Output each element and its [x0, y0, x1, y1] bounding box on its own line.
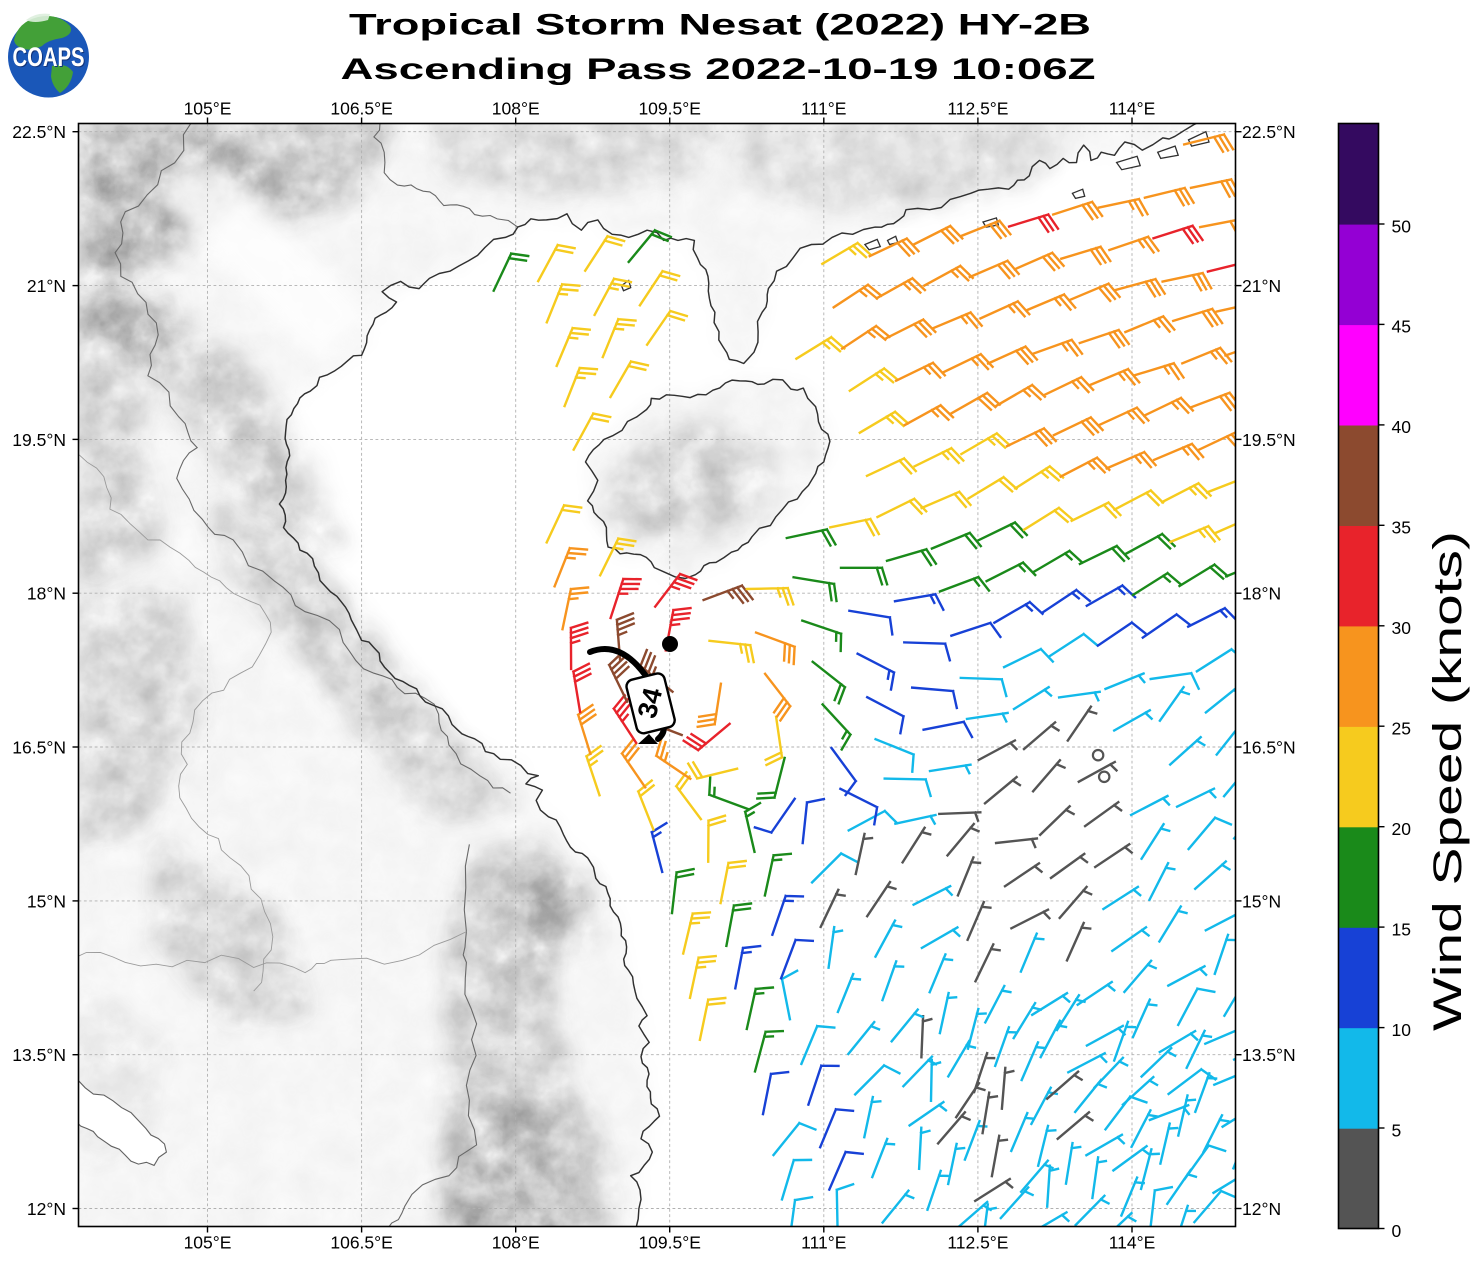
svg-text:21°N: 21°N	[1242, 276, 1281, 296]
svg-text:18°N: 18°N	[1242, 584, 1281, 604]
svg-text:105°E: 105°E	[184, 1233, 232, 1253]
svg-text:25: 25	[1392, 719, 1411, 739]
svg-text:15: 15	[1392, 919, 1411, 939]
svg-text:Tropical Storm Nesat (2022) HY: Tropical Storm Nesat (2022) HY-2B	[349, 9, 1091, 42]
svg-text:108°E: 108°E	[492, 1233, 540, 1253]
svg-text:22.5°N: 22.5°N	[12, 122, 66, 142]
svg-text:109.5°E: 109.5°E	[638, 1233, 700, 1253]
svg-text:18°N: 18°N	[27, 584, 66, 604]
svg-text:12°N: 12°N	[27, 1199, 66, 1219]
svg-text:16.5°N: 16.5°N	[12, 738, 66, 758]
svg-text:12°N: 12°N	[1242, 1199, 1281, 1219]
svg-text:40: 40	[1392, 417, 1412, 437]
svg-text:106.5°E: 106.5°E	[330, 99, 392, 119]
svg-text:109.5°E: 109.5°E	[638, 99, 700, 119]
svg-text:15°N: 15°N	[27, 891, 66, 911]
svg-text:112.5°E: 112.5°E	[947, 1233, 1008, 1253]
svg-text:34: 34	[632, 685, 668, 721]
svg-text:30: 30	[1392, 618, 1412, 638]
svg-text:22.5°N: 22.5°N	[1242, 122, 1296, 142]
svg-text:13.5°N: 13.5°N	[12, 1045, 66, 1065]
svg-text:108°E: 108°E	[492, 99, 540, 119]
svg-text:111°E: 111°E	[801, 1233, 846, 1253]
svg-text:16.5°N: 16.5°N	[1242, 738, 1296, 758]
svg-text:45: 45	[1392, 317, 1411, 337]
svg-text:114°E: 114°E	[1109, 99, 1156, 119]
svg-text:21°N: 21°N	[27, 276, 66, 296]
svg-text:105°E: 105°E	[184, 99, 232, 119]
svg-text:19.5°N: 19.5°N	[12, 430, 66, 450]
svg-text:112.5°E: 112.5°E	[947, 99, 1008, 119]
svg-text:35: 35	[1392, 518, 1411, 538]
svg-text:COAPS: COAPS	[14, 43, 86, 73]
svg-text:114°E: 114°E	[1109, 1233, 1156, 1253]
svg-text:13.5°N: 13.5°N	[1242, 1045, 1296, 1065]
svg-text:COAPS: COAPS	[13, 42, 85, 72]
svg-text:106.5°E: 106.5°E	[330, 1233, 392, 1253]
svg-text:Ascending Pass 2022-10-19 10:0: Ascending Pass 2022-10-19 10:06Z	[341, 53, 1096, 86]
svg-text:111°E: 111°E	[801, 99, 846, 119]
svg-text:15°N: 15°N	[1242, 891, 1281, 911]
svg-text:50: 50	[1392, 216, 1412, 236]
svg-text:10: 10	[1392, 1020, 1412, 1040]
svg-text:20: 20	[1392, 819, 1412, 839]
svg-text:0: 0	[1392, 1221, 1402, 1241]
svg-text:5: 5	[1392, 1120, 1402, 1140]
svg-text:Wind Speed (knots): Wind Speed (knots)	[1426, 531, 1470, 1031]
svg-text:19.5°N: 19.5°N	[1242, 430, 1296, 450]
